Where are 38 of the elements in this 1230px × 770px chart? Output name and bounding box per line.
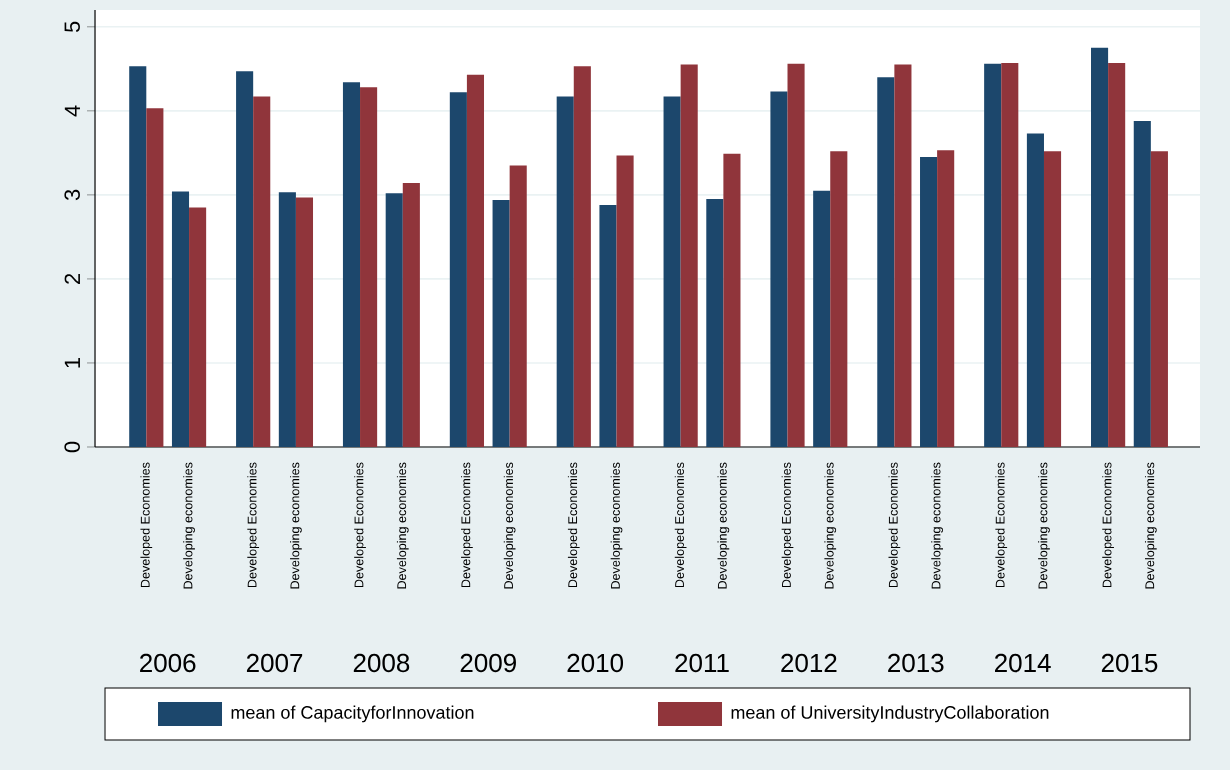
text: 2008 bbox=[353, 653, 410, 673]
text: 2007 bbox=[246, 653, 303, 673]
x-tick-label: Developed Economies bbox=[888, 462, 901, 588]
x-tick-label: Developing economies bbox=[610, 462, 623, 589]
x-tick-label: Developed Economies bbox=[461, 462, 473, 588]
x-tick-label: Developed Economies bbox=[247, 462, 260, 588]
y-tick-label: 4 bbox=[64, 105, 80, 117]
x-tick-label: Developing economies bbox=[503, 462, 516, 589]
text: 2012 bbox=[781, 653, 837, 673]
x-tick-label: Developed Economies bbox=[781, 462, 794, 588]
x-tick-label: Developing economies bbox=[717, 462, 730, 589]
x-tick-label: Developing economies bbox=[396, 462, 409, 589]
y-tick-label: 2 bbox=[64, 273, 80, 284]
text: 2011 bbox=[675, 653, 729, 673]
x-tick-label: Developed Economies bbox=[567, 462, 580, 588]
x-tick-label: Developed Economies bbox=[995, 462, 1008, 588]
x-tick-label: Developed Economies bbox=[354, 462, 366, 588]
y-tick-label: 1 bbox=[64, 357, 80, 368]
x-tick-label: Developing economies bbox=[824, 462, 837, 589]
text: 2013 bbox=[888, 653, 944, 673]
x-tick-label: Developing economies bbox=[1144, 462, 1157, 589]
text: 2014 bbox=[995, 653, 1051, 673]
x-tick-label: Developing economies bbox=[931, 462, 943, 589]
x-tick-label: Developing economies bbox=[1038, 462, 1050, 589]
legend-label: mean of CapacityforInnovation bbox=[231, 705, 474, 723]
legend-label: mean of UniversityIndustryCollaboration bbox=[731, 705, 1049, 723]
y-tick-label: 3 bbox=[64, 189, 80, 201]
text: 2015 bbox=[1101, 653, 1158, 673]
y-tick-label: 0 bbox=[64, 441, 80, 453]
x-tick-label: Developing economies bbox=[183, 462, 195, 589]
x-tick-label: Developing economies bbox=[290, 462, 302, 589]
text: 2010 bbox=[567, 653, 624, 673]
x-tick-label: Developed Economies bbox=[674, 462, 687, 588]
y-tick-label: 5 bbox=[64, 21, 80, 33]
x-tick-label: Developed Economies bbox=[1102, 462, 1114, 588]
text: 2006 bbox=[140, 653, 196, 673]
x-tick-label: Developed Economies bbox=[140, 462, 153, 588]
text: 2009 bbox=[460, 653, 516, 673]
